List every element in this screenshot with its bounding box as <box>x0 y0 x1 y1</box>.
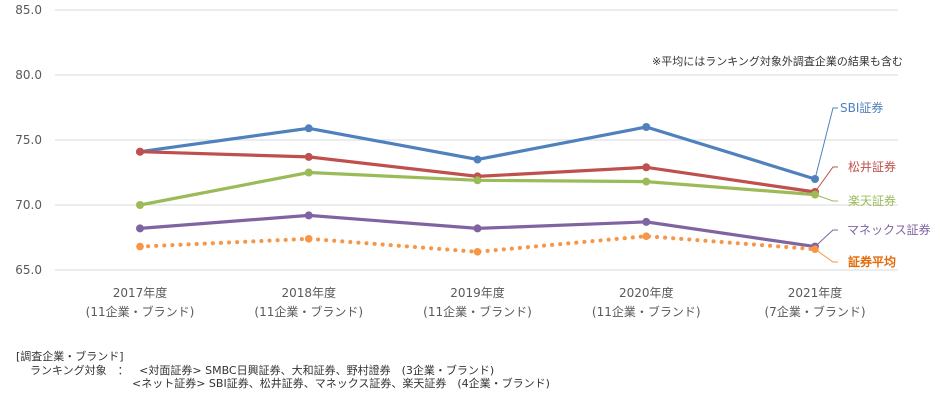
data-point <box>642 163 651 172</box>
x-tick-label: 2021年度 <box>788 285 843 300</box>
leader-line <box>814 229 838 247</box>
data-point <box>304 211 313 220</box>
y-tick-label: 85.0 <box>15 3 42 17</box>
footer-heading: [調査企業・ブランド] <box>16 350 124 363</box>
series-label: マネックス証券 <box>847 222 931 237</box>
series-line <box>139 125 816 181</box>
x-tick-label: (11企業・ブランド) <box>86 304 195 319</box>
data-point <box>136 224 144 233</box>
x-tick-label: (11企業・ブランド) <box>592 304 701 319</box>
line-chart: 65.0 70.0 75.0 80.0 85.0 2017年度 (11企業・ブランド) 201… <box>15 3 931 319</box>
data-point <box>136 242 144 251</box>
x-tick-label: (11企業・ブランド) <box>254 304 363 319</box>
data-point <box>304 168 313 177</box>
x-tick-label: (11企業・ブランド) <box>423 304 532 319</box>
data-point <box>642 232 651 240</box>
y-tick-label: 80.0 <box>15 68 42 82</box>
footer-label: ランキング対象 ： <box>30 363 129 377</box>
series-line <box>138 234 817 254</box>
data-point <box>642 177 651 186</box>
data-point <box>136 147 144 156</box>
data-point <box>136 201 144 209</box>
footer-line2: <ネット証券> SBI証券、松井証券、マネックス証券、楽天証券 (4企業・ブラン… <box>132 377 550 390</box>
data-point <box>473 224 482 233</box>
series-label: 証券平均 <box>848 254 896 269</box>
data-point <box>304 124 313 133</box>
y-tick-label: 75.0 <box>15 133 42 147</box>
data-point <box>304 152 313 161</box>
x-tick-label: 2020年度 <box>619 285 674 300</box>
leader-line <box>814 248 838 263</box>
x-tick-label: (7企業・ブランド) <box>765 304 866 319</box>
series-label: SBI証券 <box>840 100 883 115</box>
leader-line <box>814 166 838 193</box>
footer-notes: [調査企業・ブランド] ランキング対象 ： <対面証券> SMBC日興証券、大和… <box>16 350 550 391</box>
data-point <box>642 217 651 226</box>
series-label: 楽天証券 <box>848 193 896 208</box>
series-label: 松井証券 <box>848 159 896 174</box>
x-tick-label: 2019年度 <box>450 285 505 300</box>
chart-note: ※平均にはランキング対象外調査企業の結果も含む <box>652 55 903 68</box>
y-tick-label: 65.0 <box>15 263 42 277</box>
x-tick-label: 2018年度 <box>281 285 336 300</box>
data-point <box>473 176 482 185</box>
data-point <box>473 248 482 256</box>
leader-line <box>814 194 838 202</box>
x-tick-label: 2017年度 <box>113 285 168 300</box>
y-tick-label: 70.0 <box>15 198 42 212</box>
footer-line1: <対面証券> SMBC日興証券、大和証券、野村證券 (3企業・ブランド) <box>139 363 495 377</box>
data-point <box>473 155 482 164</box>
leader-line <box>814 107 838 180</box>
data-point <box>642 123 651 131</box>
data-point <box>304 235 313 243</box>
